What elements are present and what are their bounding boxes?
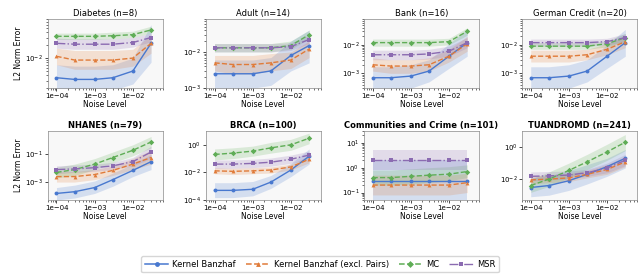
X-axis label: Noise Level: Noise Level xyxy=(83,101,127,109)
Title: Adult (n=14): Adult (n=14) xyxy=(236,9,291,18)
X-axis label: Noise Level: Noise Level xyxy=(241,212,285,221)
Title: BRCA (n=100): BRCA (n=100) xyxy=(230,121,296,130)
X-axis label: Noise Level: Noise Level xyxy=(83,212,127,221)
Title: Communities and Crime (n=101): Communities and Crime (n=101) xyxy=(344,121,499,130)
X-axis label: Noise Level: Noise Level xyxy=(241,101,285,109)
Y-axis label: L2 Norm Error: L2 Norm Error xyxy=(13,27,22,81)
X-axis label: Noise Level: Noise Level xyxy=(399,212,444,221)
X-axis label: Noise Level: Noise Level xyxy=(557,212,602,221)
Title: TUANDROMD (n=241): TUANDROMD (n=241) xyxy=(528,121,631,130)
Y-axis label: L2 Norm Error: L2 Norm Error xyxy=(13,139,22,192)
X-axis label: Noise Level: Noise Level xyxy=(557,101,602,109)
Title: German Credit (n=20): German Credit (n=20) xyxy=(532,9,627,18)
X-axis label: Noise Level: Noise Level xyxy=(399,101,444,109)
Title: Diabetes (n=8): Diabetes (n=8) xyxy=(73,9,138,18)
Legend: Kernel Banzhaf, Kernel Banzhaf (excl. Pairs), MC, MSR: Kernel Banzhaf, Kernel Banzhaf (excl. Pa… xyxy=(141,256,499,272)
Title: Bank (n=16): Bank (n=16) xyxy=(395,9,448,18)
Title: NHANES (n=79): NHANES (n=79) xyxy=(68,121,142,130)
